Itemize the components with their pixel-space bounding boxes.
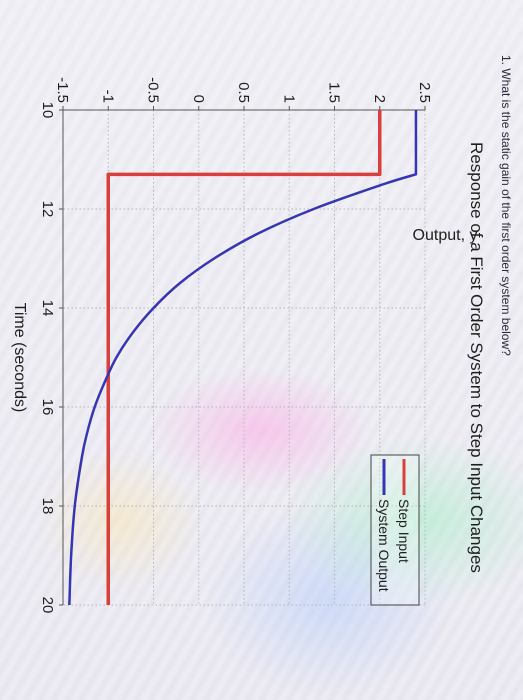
x-tick-label: 12 bbox=[39, 201, 56, 218]
y-tick-label: 0 bbox=[190, 95, 207, 103]
x-tick-label: 10 bbox=[39, 102, 56, 119]
step-input-line bbox=[106, 110, 382, 605]
axes bbox=[59, 106, 426, 606]
legend-label-system-output: System Output bbox=[376, 499, 392, 592]
x-axis-label: Time (seconds) bbox=[11, 303, 28, 413]
x-tick-labels: 10 12 14 16 18 20 bbox=[39, 102, 56, 614]
y-tick-label: 2 bbox=[371, 95, 388, 103]
chart-title: Response of a First Order System to Step… bbox=[467, 142, 486, 573]
y-tick-label: 1 bbox=[280, 95, 297, 103]
x-tick-label: 20 bbox=[39, 597, 56, 614]
y-tick-label: 2.5 bbox=[416, 82, 433, 103]
y-tick-label: -1 bbox=[99, 90, 116, 103]
y-tick-label: -1.5 bbox=[54, 77, 71, 103]
y-tick-label: 0.5 bbox=[235, 82, 252, 103]
y-axis-label: Output, y bbox=[413, 227, 478, 244]
y-tick-label: 1.5 bbox=[326, 82, 343, 103]
legend-label-step-input: Step Input bbox=[396, 499, 412, 563]
system-output-line bbox=[68, 110, 418, 606]
x-tick-label: 16 bbox=[39, 399, 56, 416]
x-tick-label: 18 bbox=[39, 498, 56, 515]
y-tick-label: -0.5 bbox=[145, 77, 162, 103]
x-tick-label: 14 bbox=[39, 300, 56, 317]
legend: Step Input System Output bbox=[370, 454, 420, 606]
series-lines bbox=[68, 110, 418, 606]
y-tick-labels: -1.5 -1 -0.5 0 0.5 1 1.5 2 2.5 bbox=[54, 77, 433, 103]
